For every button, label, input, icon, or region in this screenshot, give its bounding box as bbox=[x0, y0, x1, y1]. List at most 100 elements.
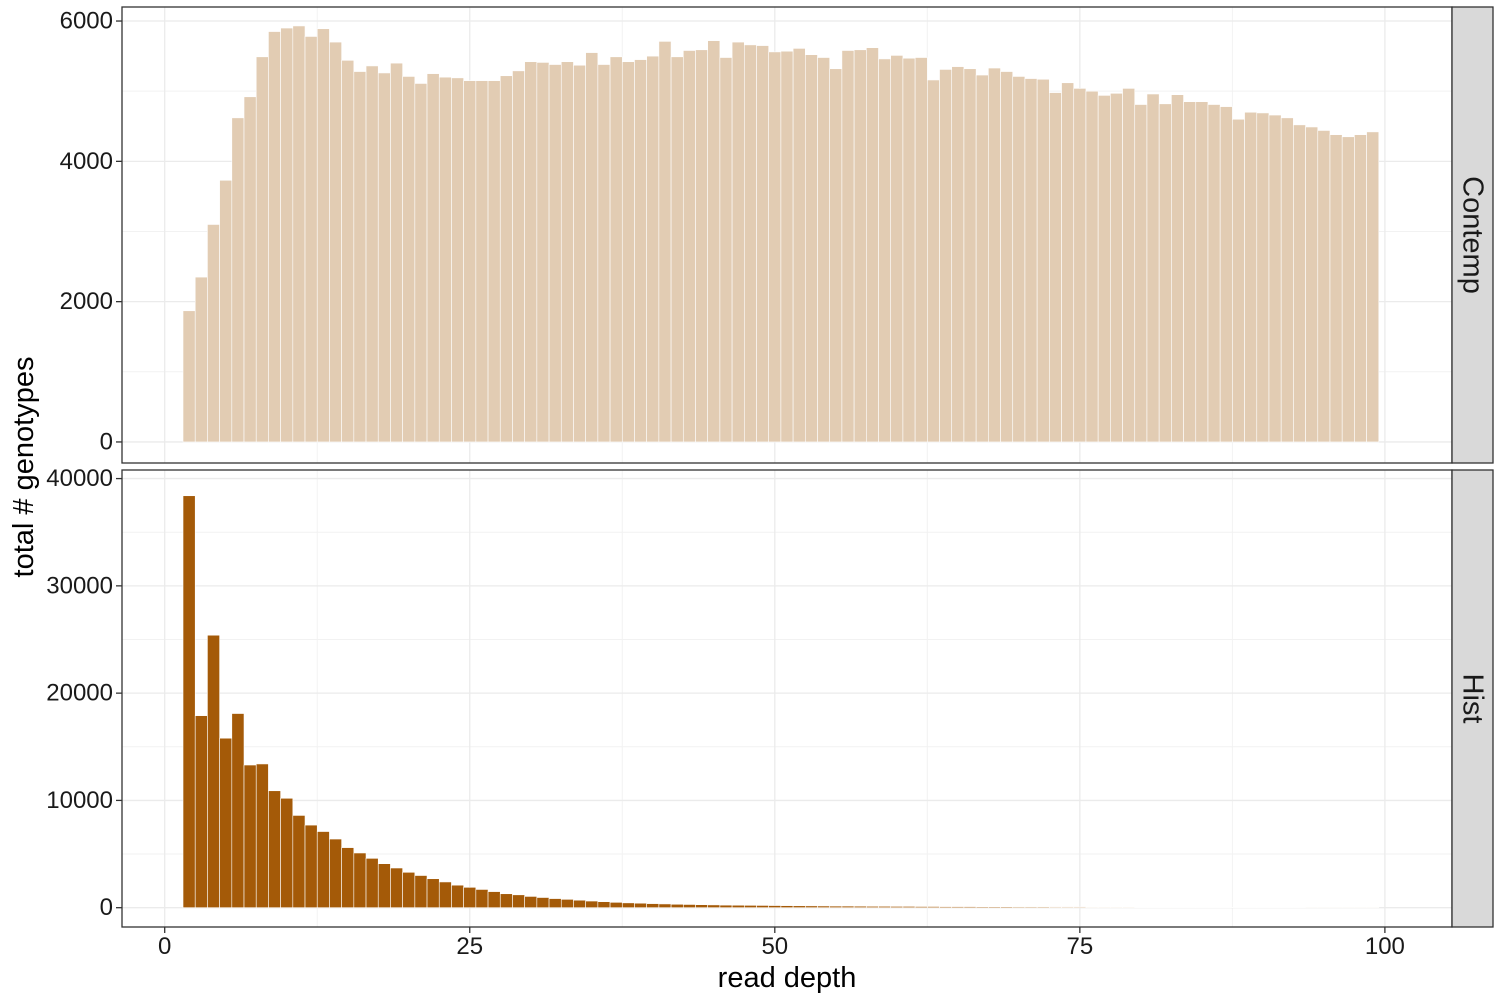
bar bbox=[1305, 126, 1319, 443]
bar bbox=[866, 905, 879, 908]
bar bbox=[243, 96, 257, 443]
bar bbox=[878, 58, 892, 443]
bar bbox=[951, 66, 965, 443]
bar bbox=[963, 68, 977, 443]
bar bbox=[719, 904, 733, 908]
bar bbox=[1073, 906, 1087, 908]
bar bbox=[963, 906, 977, 908]
bar bbox=[268, 790, 281, 908]
bar bbox=[207, 634, 220, 908]
bar bbox=[1293, 124, 1306, 443]
bar bbox=[329, 838, 342, 908]
bar bbox=[1134, 104, 1148, 443]
y-tick-label: 20000 bbox=[46, 680, 113, 707]
bar bbox=[585, 52, 599, 443]
bar bbox=[975, 74, 989, 443]
bar bbox=[792, 48, 806, 443]
bar bbox=[1049, 92, 1062, 443]
bar bbox=[817, 905, 831, 908]
bar bbox=[536, 62, 550, 443]
bar bbox=[182, 495, 196, 908]
bar bbox=[426, 878, 440, 908]
bar bbox=[1317, 130, 1331, 443]
y-tick-label: 4000 bbox=[60, 148, 113, 175]
bar bbox=[292, 815, 306, 908]
bar bbox=[1110, 906, 1123, 908]
x-tick-label: 75 bbox=[1066, 933, 1093, 960]
bar bbox=[512, 894, 525, 908]
bar bbox=[707, 40, 721, 443]
bar bbox=[1329, 134, 1343, 443]
bar bbox=[707, 904, 721, 908]
bar bbox=[1012, 906, 1026, 908]
bar bbox=[414, 83, 428, 443]
bar bbox=[182, 310, 196, 443]
bar bbox=[390, 62, 403, 443]
bar bbox=[1061, 906, 1075, 908]
bar bbox=[341, 60, 355, 443]
y-tick-label: 0 bbox=[100, 428, 113, 455]
bar bbox=[927, 906, 940, 908]
bar bbox=[438, 881, 452, 908]
y-axis-ticks-hist: 0 10000 20000 30000 40000 bbox=[46, 465, 122, 921]
bar bbox=[780, 50, 794, 443]
bar bbox=[1219, 106, 1233, 443]
bar bbox=[768, 905, 782, 908]
bar bbox=[1207, 104, 1221, 443]
bar bbox=[1244, 111, 1258, 443]
x-tick-label: 50 bbox=[761, 933, 788, 960]
bar bbox=[377, 863, 391, 908]
bar bbox=[805, 905, 818, 908]
bar bbox=[866, 47, 879, 443]
bar bbox=[756, 45, 769, 443]
bar bbox=[1146, 93, 1160, 443]
bar bbox=[463, 80, 477, 443]
bar bbox=[1036, 78, 1050, 443]
bar bbox=[914, 906, 928, 908]
bar bbox=[951, 906, 965, 908]
bar bbox=[487, 891, 501, 908]
bar bbox=[1024, 906, 1038, 908]
bar bbox=[573, 64, 586, 443]
bar bbox=[499, 893, 513, 908]
bar bbox=[841, 905, 855, 908]
bar bbox=[1097, 906, 1111, 908]
bar bbox=[1049, 906, 1062, 908]
bar bbox=[658, 903, 672, 908]
bar bbox=[1110, 92, 1123, 443]
bar bbox=[475, 80, 489, 443]
bar bbox=[658, 41, 672, 443]
bar bbox=[402, 76, 416, 443]
bar bbox=[646, 55, 660, 443]
bar bbox=[1085, 906, 1099, 908]
bar bbox=[280, 797, 294, 908]
bar bbox=[1085, 90, 1099, 443]
bar bbox=[1036, 906, 1050, 908]
bar bbox=[1012, 76, 1026, 443]
bar bbox=[1183, 101, 1197, 443]
bar bbox=[597, 64, 611, 443]
bar bbox=[878, 905, 892, 908]
bar bbox=[377, 72, 391, 443]
bar bbox=[475, 889, 489, 908]
bar bbox=[219, 179, 233, 443]
bar bbox=[1146, 906, 1160, 908]
bar bbox=[621, 902, 635, 908]
bar bbox=[219, 737, 233, 908]
bar bbox=[695, 904, 708, 908]
y-tick-label: 30000 bbox=[46, 572, 113, 599]
bar bbox=[695, 49, 708, 443]
bar bbox=[1171, 906, 1184, 908]
bar bbox=[731, 904, 745, 908]
bar bbox=[890, 55, 904, 443]
bar bbox=[1195, 906, 1209, 908]
bar bbox=[609, 56, 623, 443]
bar bbox=[1256, 112, 1270, 443]
bar bbox=[1122, 906, 1136, 908]
bar bbox=[1000, 906, 1014, 908]
bar bbox=[365, 858, 379, 908]
bar bbox=[194, 715, 208, 908]
bar bbox=[1158, 906, 1172, 908]
strip-background-hist bbox=[1451, 469, 1494, 928]
